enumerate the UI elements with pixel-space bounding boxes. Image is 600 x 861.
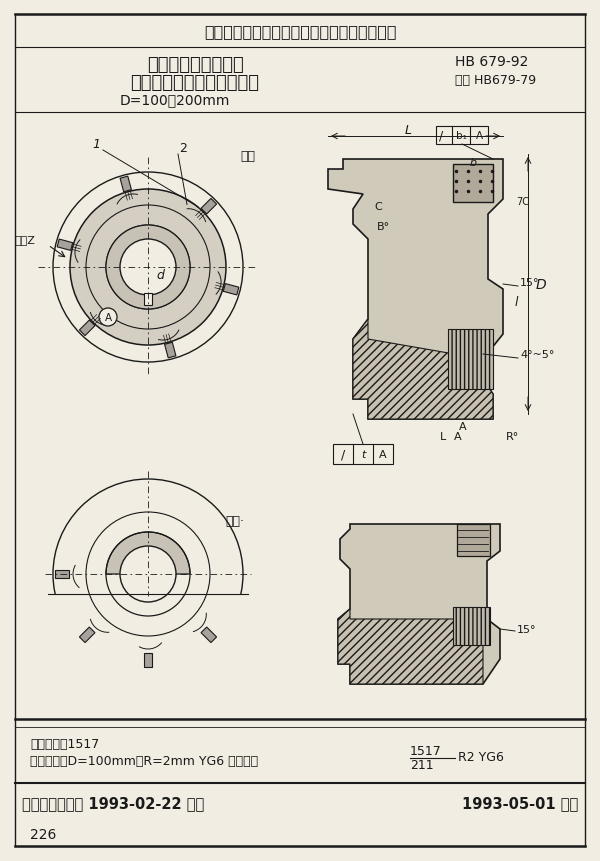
Text: R2 YG6: R2 YG6 (458, 751, 504, 764)
Text: 左切·: 左切· (226, 515, 245, 528)
Text: HB 679-92: HB 679-92 (455, 55, 529, 69)
Bar (453, 607, 490, 645)
Text: /: / (341, 448, 345, 461)
Polygon shape (201, 199, 217, 214)
Polygon shape (353, 319, 493, 419)
Polygon shape (55, 570, 69, 579)
Text: /: / (439, 129, 443, 142)
Text: A: A (475, 131, 482, 141)
Text: 15°: 15° (520, 278, 539, 288)
Text: 分类代号：1517: 分类代号：1517 (30, 738, 99, 751)
Text: 15°: 15° (517, 624, 536, 635)
Circle shape (120, 239, 176, 295)
Polygon shape (338, 524, 500, 684)
Polygon shape (328, 160, 503, 419)
Text: B°: B° (376, 222, 389, 232)
Text: b: b (469, 158, 476, 168)
Circle shape (99, 308, 117, 326)
Text: d: d (156, 269, 164, 282)
Text: D: D (536, 278, 547, 292)
Text: 4°~5°: 4°~5° (520, 350, 554, 360)
Polygon shape (223, 284, 239, 295)
Circle shape (120, 547, 176, 603)
Text: 代替 HB679-79: 代替 HB679-79 (455, 73, 536, 86)
Text: D=100＾200mm: D=100＾200mm (120, 93, 230, 107)
Text: L: L (440, 431, 446, 442)
Polygon shape (201, 628, 217, 643)
Text: 加工轻合金用焊硬质: 加工轻合金用焊硬质 (146, 56, 244, 74)
Text: R°: R° (506, 431, 519, 442)
Bar (436, 127, 488, 145)
Text: 中华人民共和国航空航天工业部航空工业标准: 中华人民共和国航空航天工业部航空工业标准 (204, 24, 396, 40)
Text: 合金刀片的镶齿套式面铣刀: 合金刀片的镶齿套式面铣刀 (131, 74, 260, 92)
Text: 211: 211 (410, 759, 434, 771)
Bar (448, 330, 493, 389)
Wedge shape (106, 532, 190, 574)
Text: b₁: b₁ (455, 131, 466, 141)
Polygon shape (164, 343, 176, 358)
Text: A: A (379, 449, 387, 460)
Polygon shape (338, 610, 483, 684)
Text: 右切: 右切 (241, 151, 256, 164)
Text: 1517: 1517 (410, 745, 442, 758)
Bar (453, 164, 493, 202)
Text: 标记示例：D=100mm、R=2mm YG6 右切铣刀: 标记示例：D=100mm、R=2mm YG6 右切铣刀 (30, 754, 258, 768)
Bar (144, 294, 152, 306)
Text: 1: 1 (92, 139, 100, 152)
Polygon shape (120, 177, 131, 193)
Bar (457, 524, 490, 556)
Text: l: l (514, 296, 518, 309)
Text: C: C (374, 201, 382, 212)
Polygon shape (144, 653, 152, 667)
Polygon shape (79, 628, 95, 643)
Text: A: A (459, 422, 467, 431)
Text: 航空航天工业部 1993-02-22 发布: 航空航天工业部 1993-02-22 发布 (22, 796, 204, 810)
Text: 7C: 7C (516, 197, 529, 207)
Text: 226: 226 (30, 827, 56, 841)
Bar (333, 444, 393, 464)
Text: A: A (454, 431, 462, 442)
Circle shape (106, 226, 190, 310)
Text: t: t (361, 449, 365, 460)
Polygon shape (57, 239, 73, 251)
Text: 1993-05-01 实施: 1993-05-01 实施 (462, 796, 578, 810)
Text: A: A (104, 313, 112, 323)
Polygon shape (79, 320, 95, 336)
Text: 齿数Z: 齿数Z (14, 235, 35, 245)
Bar (33, 594, 263, 709)
Polygon shape (70, 189, 226, 345)
Text: L: L (404, 124, 412, 138)
Text: 2: 2 (179, 141, 187, 154)
